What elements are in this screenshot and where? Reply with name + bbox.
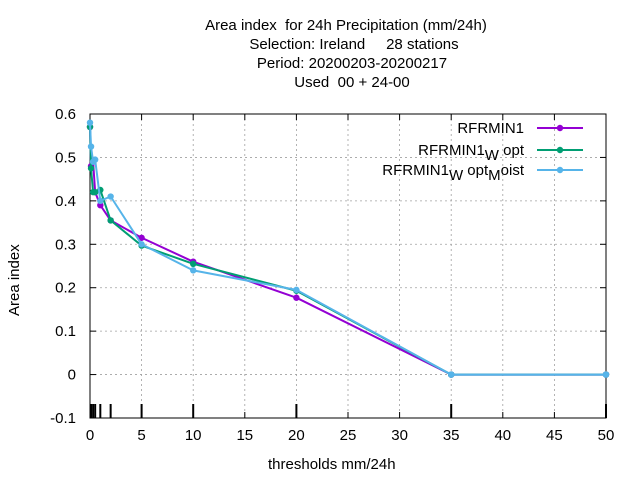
legend-item: RFRMIN1 [457,120,583,137]
y-tick-label: 0.1 [55,323,76,340]
x-tick-label: 45 [546,427,563,444]
x-tick-label: 20 [288,427,305,444]
legend-swatch-point [556,124,564,132]
data-point [138,234,145,241]
legend-item: RFRMIN1W opt [418,142,583,164]
y-tick-label: 0 [68,367,76,384]
x-tick-label: 5 [137,427,145,444]
y-axis-label: Area index [6,244,23,316]
x-tick-label: 50 [598,427,615,444]
data-point [190,267,197,274]
title-line-3: Period: 20200203-20200217 [256,55,448,72]
x-tick-label: 25 [340,427,357,444]
x-tick-label: 15 [236,427,253,444]
x-tick-label: 35 [443,427,460,444]
y-tick-label: 0.5 [55,149,76,166]
legend-item: RFRMIN1W optMoist [382,162,583,184]
x-tick-label: 10 [185,427,202,444]
data-point [107,217,114,224]
y-tick-label: 0.2 [55,280,76,297]
data-point [293,294,300,301]
y-tick-label: -0.1 [50,410,76,427]
legend-label: RFRMIN1 [457,120,524,137]
y-tick-label: 0.6 [55,106,76,123]
legend-label: RFRMIN1W opt [418,142,525,164]
data-point [87,165,95,172]
title-line-1: Area index for 24h Precipitation (mm/24h… [205,17,487,34]
x-tick-label: 0 [86,427,94,444]
legend-swatch-point [556,166,564,174]
data-point [87,143,95,150]
x-tick-label: 30 [391,427,408,444]
legend-swatch-point [556,146,564,154]
title-line-4: Used 00 + 24-00 [294,74,410,91]
data-point [91,188,99,196]
data-point [190,260,197,268]
title-line-2: Selection: Ireland 28 stations [249,36,459,53]
legend-label: RFRMIN1W optMoist [382,162,525,184]
x-tick-label: 40 [494,427,511,444]
data-point [97,197,104,205]
series-RFRMIN1WoptMoist [86,119,610,378]
y-tick-label: 0.4 [55,193,76,210]
data-point [293,286,300,294]
data-point [448,371,455,378]
x-axis-label: thresholds mm/24h [268,456,396,473]
data-point [602,371,610,378]
data-point [86,119,94,126]
data-point [107,193,114,200]
y-tick-label: 0.3 [55,236,76,253]
data-point [91,156,99,163]
data-point [138,241,145,248]
